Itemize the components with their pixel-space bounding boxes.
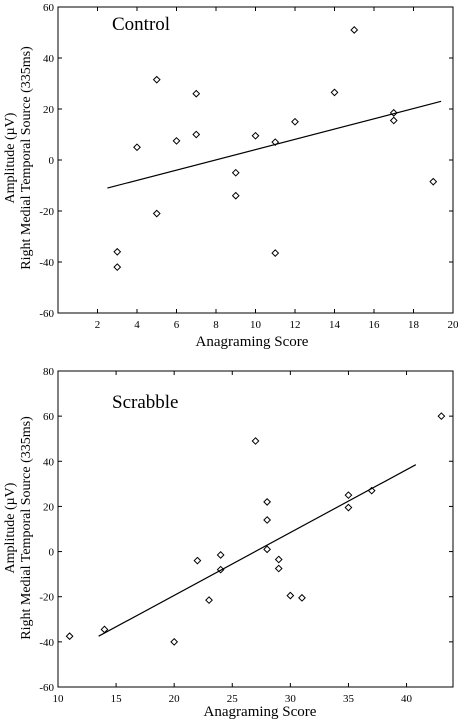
control-data-point xyxy=(429,177,438,186)
scrabble-data-point xyxy=(205,596,213,605)
control-x-tick-label: 14 xyxy=(329,319,341,331)
control-data-point xyxy=(251,131,260,140)
scrabble-data-point xyxy=(344,503,353,512)
control-data-point xyxy=(389,108,398,117)
scrabble-plot-area: 10 15 20 25 30 35 40 -60 -40 -20 0 20 40 60 80 xyxy=(39,366,454,705)
control-data-point xyxy=(271,138,280,147)
control-data-point xyxy=(152,75,161,84)
scrabble-y-tick-label: 80 xyxy=(43,366,55,378)
control-panel: Control Anagraming Score Amplitude (µV) … xyxy=(3,2,458,350)
scrabble-y-tick-label: 60 xyxy=(43,411,55,423)
control-x-tick-label: 6 xyxy=(174,319,180,331)
control-axes-box xyxy=(57,6,454,314)
scrabble-x-axis-label: Anagraming Score xyxy=(204,704,317,720)
scrabble-data-point xyxy=(170,637,179,646)
control-chart-title: Control xyxy=(112,14,170,35)
scrabble-x-tick-label: 15 xyxy=(111,693,123,705)
scrabble-data-point xyxy=(251,437,260,445)
control-data-point xyxy=(152,209,161,218)
control-y-tick-label: -40 xyxy=(39,257,54,269)
scrabble-panel: Scrabble Anagraming Score Amplitude (µV)… xyxy=(3,366,454,720)
scrabble-y-axis-label-line1: Amplitude (µV) xyxy=(3,482,18,573)
control-data-point xyxy=(350,26,359,34)
control-data-point xyxy=(172,136,181,145)
control-y-tick-label: 60 xyxy=(43,2,55,14)
control-x-tick-label: 8 xyxy=(213,319,219,331)
control-y-tick-label: 0 xyxy=(49,155,55,167)
scrabble-x-tick-label: 20 xyxy=(169,693,181,705)
control-x-tick-label: 2 xyxy=(95,319,101,331)
scrabble-data-point xyxy=(216,565,225,574)
scrabble-data-point xyxy=(298,593,306,602)
scrabble-axes-box xyxy=(57,370,454,688)
scrabble-data-point xyxy=(100,625,109,634)
control-y-tick-label: -20 xyxy=(39,206,54,218)
control-x-axis-label: Anagraming Score xyxy=(196,334,309,350)
control-data-point xyxy=(330,88,339,97)
scrabble-data-point xyxy=(437,412,446,421)
control-x-tick-label: 10 xyxy=(250,319,262,331)
control-x-tick-label: 20 xyxy=(448,319,458,331)
scrabble-y-tick-label: -20 xyxy=(39,592,54,604)
scrabble-data-point xyxy=(274,555,283,564)
scrabble-data-point xyxy=(286,591,295,600)
control-data-point xyxy=(231,168,240,177)
control-y-axis-label-line2: Right Medial Temporal Source (335ms) xyxy=(19,46,34,270)
scrabble-data-point xyxy=(263,498,272,506)
scrabble-data-point xyxy=(193,556,202,565)
scrabble-y-axis-label-line2: Right Medial Temporal Source (335ms) xyxy=(19,416,34,640)
scrabble-y-tick-label: -40 xyxy=(39,637,54,649)
control-plot-area: 2 4 6 8 10 12 14 16 18 20 -60 -40 -20 0 20 40 60 xyxy=(39,2,458,331)
control-data-point xyxy=(291,117,299,126)
control-y-tick-label: 20 xyxy=(43,104,55,116)
control-y-tick-label: -60 xyxy=(39,308,54,320)
scrabble-data-point xyxy=(274,564,283,573)
scrabble-y-tick-label: 20 xyxy=(43,501,55,513)
scrabble-x-tick-label: 10 xyxy=(53,693,65,705)
scrabble-y-tick-label: 0 xyxy=(49,547,55,559)
control-x-tick-label: 12 xyxy=(290,319,301,331)
control-data-point xyxy=(192,89,201,98)
control-data-point xyxy=(192,130,201,139)
control-data-point xyxy=(271,249,280,257)
scrabble-fit-line xyxy=(98,464,417,637)
control-x-tick-label: 4 xyxy=(134,319,140,331)
control-y-axis-label-line1: Amplitude (µV) xyxy=(3,112,18,203)
scrabble-y-tick-label: 40 xyxy=(43,456,55,468)
scrabble-x-tick-label: 25 xyxy=(227,693,239,705)
scrabble-data-point xyxy=(65,632,74,641)
scrabble-data-point xyxy=(367,486,376,495)
scrabble-x-tick-label: 30 xyxy=(285,693,297,705)
scrabble-chart-title: Scrabble xyxy=(112,392,178,413)
scrabble-y-tick-label: -60 xyxy=(39,682,54,694)
control-x-tick-label: 18 xyxy=(408,319,420,331)
scrabble-data-point xyxy=(263,545,272,554)
control-y-tick-label: 40 xyxy=(43,53,55,65)
control-data-point xyxy=(113,263,122,272)
control-data-point xyxy=(113,247,122,256)
scrabble-x-tick-label: 35 xyxy=(343,693,355,705)
control-data-point xyxy=(231,191,240,200)
control-x-tick-label: 16 xyxy=(369,319,381,331)
scrabble-data-point xyxy=(216,551,225,559)
scrabble-x-tick-label: 40 xyxy=(401,693,413,705)
scrabble-data-point xyxy=(344,491,353,500)
control-data-point xyxy=(389,116,398,125)
scrabble-data-point xyxy=(263,516,272,524)
control-data-point xyxy=(133,143,141,152)
